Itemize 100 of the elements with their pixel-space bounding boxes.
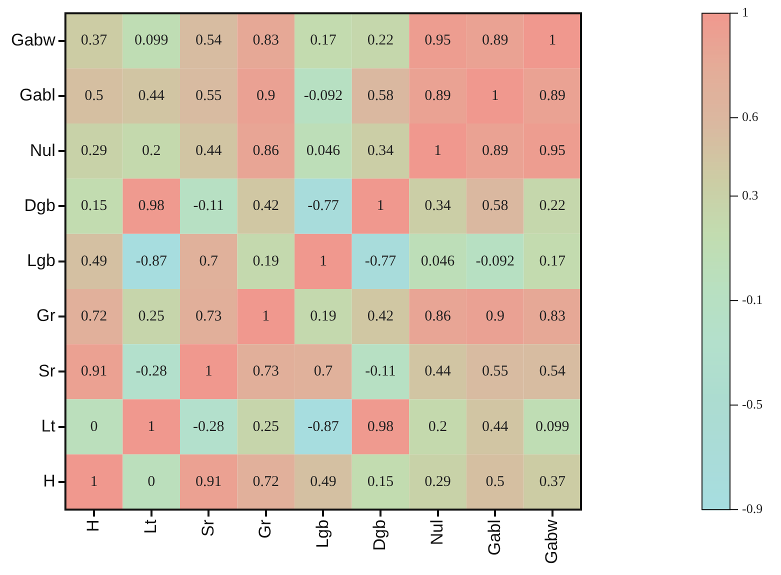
x-tick-label: H <box>84 520 103 532</box>
x-tick-label: Sr <box>198 519 218 537</box>
color-bar-label: 1 <box>742 4 748 20</box>
data-label: 0.19 <box>310 308 336 324</box>
data-label: -0.28 <box>136 364 167 380</box>
x-tick-label: Lt <box>141 519 160 534</box>
data-label: 0.37 <box>539 474 566 490</box>
y-tick-label: Lt <box>41 416 56 436</box>
data-label: 0.9 <box>486 308 504 324</box>
data-label: 0.5 <box>84 88 104 104</box>
data-label: 0.54 <box>539 364 566 380</box>
data-label: -0.77 <box>364 253 397 270</box>
y-tick-label: Lgb <box>27 251 56 270</box>
x-tick-label: Lgb <box>312 520 332 548</box>
y-tick-label: Sr <box>38 361 56 380</box>
data-label: 0.37 <box>80 32 108 49</box>
data-label: 0.22 <box>539 198 566 214</box>
data-label: 0.44 <box>138 88 165 104</box>
data-label: 0.2 <box>428 418 448 435</box>
data-label: 1 <box>376 198 384 214</box>
color-bar-label: 0.6 <box>742 109 759 124</box>
data-label: 0.73 <box>252 364 280 380</box>
data-label: 1 <box>90 474 98 490</box>
data-label: 0.44 <box>482 418 509 435</box>
data-label: 0.72 <box>252 474 280 490</box>
data-label: 0.44 <box>424 364 452 380</box>
data-label: 0.89 <box>539 88 566 104</box>
x-tick-label: Nul <box>427 520 446 546</box>
data-label: 0.44 <box>196 143 222 160</box>
data-label: 0.58 <box>367 88 394 104</box>
data-label: 0.86 <box>252 143 280 160</box>
data-label: 1 <box>148 418 156 435</box>
x-tick-label: Gabw <box>542 518 562 564</box>
data-label: 0.7 <box>199 253 219 270</box>
data-label: -0.11 <box>365 364 396 380</box>
data-label: 0.49 <box>80 253 108 270</box>
y-tick-label: Gabw <box>10 30 56 50</box>
data-label: 0.55 <box>482 364 508 380</box>
data-label: 0.49 <box>310 474 336 490</box>
data-label: -0.092 <box>304 88 343 104</box>
data-label: 1 <box>434 143 442 160</box>
y-tick-label: Gabl <box>19 86 56 105</box>
data-label: 0.55 <box>196 88 222 104</box>
data-label: 0.91 <box>196 474 222 490</box>
data-label: 1 <box>204 364 212 380</box>
data-label: 0.95 <box>539 143 566 160</box>
y-tick-label: H <box>43 472 56 491</box>
data-label: 0.25 <box>252 418 280 435</box>
data-label: 0.19 <box>252 253 280 270</box>
data-label: 0.95 <box>424 32 451 49</box>
data-label: 0.54 <box>196 32 222 49</box>
color-bar-label: -0.5 <box>742 396 763 412</box>
data-label: 0.86 <box>424 308 452 324</box>
data-label: 0.98 <box>367 418 394 435</box>
data-label: -0.28 <box>193 418 224 435</box>
y-tick-label: Gr <box>36 306 56 326</box>
data-label: -0.87 <box>308 418 340 435</box>
data-label: 0.34 <box>367 143 394 160</box>
data-label: -0.092 <box>476 253 514 270</box>
data-label: 0.2 <box>142 143 161 160</box>
data-label: 1 <box>262 308 270 324</box>
data-label: 0.72 <box>80 308 108 324</box>
x-tick-label: Dgb <box>370 520 390 551</box>
data-label: -0.87 <box>136 253 168 270</box>
data-label: 1 <box>491 88 499 104</box>
y-tick-label: Nul <box>30 140 56 160</box>
data-label: 0.5 <box>486 474 504 490</box>
data-label: 0.046 <box>420 253 456 270</box>
data-label: 0.91 <box>80 364 108 380</box>
data-label: 0.22 <box>367 32 394 49</box>
data-label: 0.83 <box>539 308 566 324</box>
data-label: 0 <box>90 418 98 435</box>
data-label: 0.42 <box>367 308 394 324</box>
color-bar-label: -0.1 <box>742 292 763 308</box>
x-tick-label: Gabl <box>484 520 504 556</box>
data-label: 0.099 <box>134 32 168 49</box>
color-bar-label: 0.3 <box>742 188 758 203</box>
data-label: 0.89 <box>482 143 508 160</box>
x-tick-label: Gr <box>256 519 275 538</box>
data-label: 0.15 <box>367 474 394 490</box>
data-label: 0.17 <box>310 32 337 49</box>
data-label: 1 <box>319 253 327 270</box>
color-bar-label: -0.9 <box>742 501 763 516</box>
data-label: 0.58 <box>482 198 508 214</box>
data-label: 0.98 <box>138 198 164 214</box>
data-label: 0.73 <box>196 308 222 324</box>
data-label: -0.77 <box>308 198 340 214</box>
data-label: 0.29 <box>424 474 451 490</box>
data-label: 0.25 <box>138 308 164 324</box>
data-label: 0.42 <box>252 198 280 214</box>
data-label: -0.11 <box>193 198 224 214</box>
data-label: 0.89 <box>424 88 451 104</box>
data-label: 0 <box>148 474 156 490</box>
data-label: 0.17 <box>539 253 566 270</box>
data-label: 0.34 <box>424 198 452 214</box>
data-label: 0.7 <box>314 364 334 380</box>
data-label: 0.15 <box>80 198 108 214</box>
data-label: 0.099 <box>535 418 570 435</box>
data-label: 0.83 <box>252 32 280 49</box>
data-label: 0.89 <box>482 32 508 49</box>
